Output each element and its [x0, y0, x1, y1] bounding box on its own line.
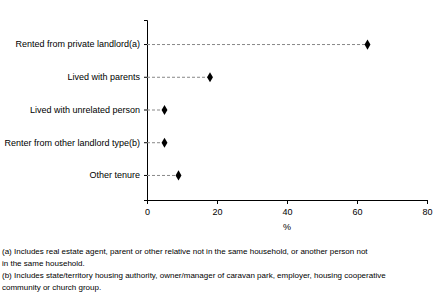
leader-line: [147, 77, 210, 78]
y-tick: Renter from other landlord type(b): [4, 138, 147, 148]
x-tick-label: 40: [282, 207, 292, 217]
y-axis: Rented from private landlord(a) Lived wit…: [4, 21, 147, 201]
y-tick-label: Other tenure: [89, 170, 140, 180]
footnote: community or church group.: [2, 283, 101, 292]
x-axis-title: %: [283, 222, 291, 232]
y-tick: Rented from private landlord(a): [15, 39, 147, 49]
leader-line: [147, 44, 368, 45]
y-tick-mark: [144, 44, 147, 45]
y-tick-label: Lived with unrelated person: [30, 105, 140, 115]
x-tick-label: 20: [212, 207, 222, 217]
marks: [147, 39, 370, 180]
leader-line: [147, 175, 179, 176]
footnote: (a) Includes real estate agent, parent o…: [2, 247, 368, 256]
marker: [207, 72, 213, 82]
marker: [162, 138, 168, 148]
y-tick-label: Rented from private landlord(a): [15, 39, 140, 49]
marker: [176, 170, 182, 180]
x-tick-mark: [287, 200, 288, 204]
y-tick-mark: [144, 175, 147, 176]
marker: [365, 39, 371, 49]
y-tick: Lived with parents: [67, 72, 147, 82]
x-axis-line: [148, 201, 428, 205]
x-tick-mark: [217, 200, 218, 204]
x-tick-label: 60: [352, 207, 362, 217]
y-tick-label: Renter from other landlord type(b): [4, 138, 140, 148]
x-tick: 60: [352, 200, 362, 217]
x-tick: 0: [145, 200, 150, 217]
x-tick: 40: [282, 200, 292, 217]
y-tick-mark: [144, 110, 147, 111]
x-tick-mark: [427, 200, 428, 204]
x-tick-label: 0: [145, 207, 150, 217]
x-tick: 80: [422, 200, 432, 217]
marker: [162, 105, 168, 115]
x-tick-label: 80: [422, 207, 432, 217]
plot: 0 20 40 60 80 Rented from private landlord(a)…: [4, 21, 432, 233]
y-tick: Other tenure: [89, 170, 147, 180]
y-tick-mark: [144, 77, 147, 78]
y-axis-line: [144, 21, 148, 201]
footnote: in the same household.: [2, 259, 85, 268]
y-tick: Lived with unrelated person: [30, 105, 147, 115]
y-tick-mark: [144, 142, 147, 143]
x-tick: 20: [212, 200, 222, 217]
chart: 0 20 40 60 80 Rented from private landlord(a)…: [0, 0, 435, 302]
y-tick-label: Lived with parents: [67, 72, 140, 82]
footnotes: (a) Includes real estate agent, parent o…: [2, 247, 386, 292]
footnote: (b) Includes state/territory housing aut…: [2, 271, 386, 280]
x-tick-mark: [357, 200, 358, 204]
x-axis: 0 20 40 60 80: [145, 200, 433, 217]
